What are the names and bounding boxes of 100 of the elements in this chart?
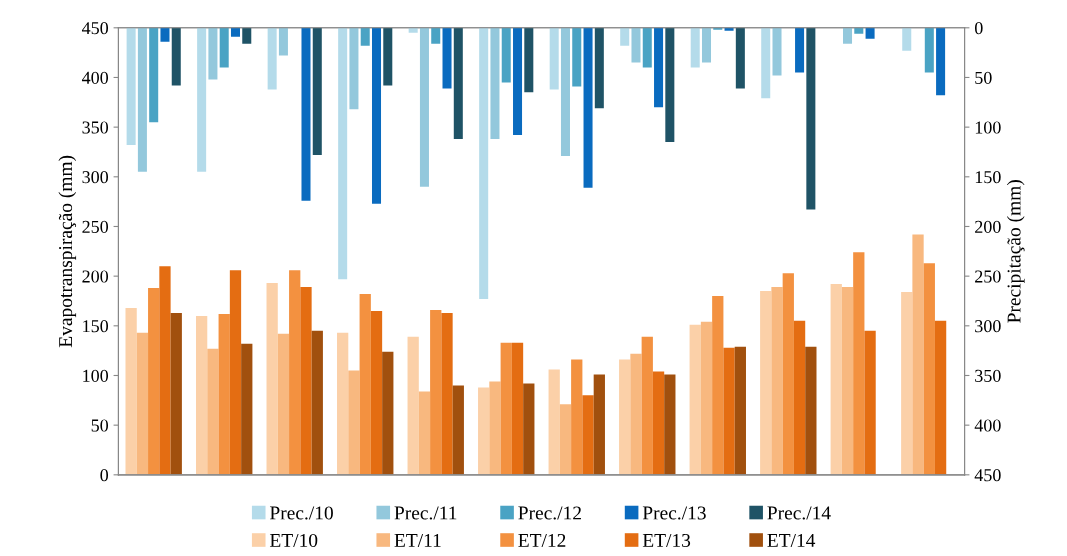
bar <box>418 391 431 475</box>
bar <box>136 332 149 475</box>
y2-tick-label: 50 <box>975 71 992 84</box>
y-tick-label: 50 <box>91 419 109 432</box>
bar <box>865 27 875 39</box>
bar <box>407 336 419 475</box>
bar <box>620 27 630 46</box>
bar <box>408 27 418 33</box>
bar <box>642 27 652 68</box>
bar <box>772 27 782 76</box>
bar <box>548 369 560 475</box>
y2-tick-label: 350 <box>975 369 1001 382</box>
bar <box>936 27 946 96</box>
bar <box>912 234 924 475</box>
y-tick-label: 400 <box>81 71 109 84</box>
bar <box>383 27 393 86</box>
bar <box>489 381 501 475</box>
bar <box>229 270 242 475</box>
bar <box>761 27 771 99</box>
bar <box>924 27 934 73</box>
bar <box>723 347 735 475</box>
y-tick-label: 100 <box>83 369 109 382</box>
bar <box>641 336 653 475</box>
y2-tick-label: 250 <box>975 270 1001 283</box>
bar <box>853 252 865 475</box>
bar <box>631 27 641 63</box>
y-tick-label: 0 <box>100 469 109 482</box>
bar <box>218 313 230 475</box>
bar <box>734 346 746 475</box>
bar <box>419 27 429 187</box>
bar <box>712 296 724 475</box>
y-tick-label: 150 <box>83 320 109 333</box>
y2-tick-label: 450 <box>974 469 1001 482</box>
bar <box>430 309 442 475</box>
bar <box>782 273 794 475</box>
bar <box>665 27 675 143</box>
legend-label: ET/10 <box>269 533 318 548</box>
bar <box>137 27 147 172</box>
bar <box>277 333 290 475</box>
legend-label: ET/11 <box>394 533 441 548</box>
bar <box>349 27 359 110</box>
bar <box>289 270 301 475</box>
y2-tick-label: 300 <box>975 320 1001 333</box>
y-tick-label: 250 <box>82 220 109 233</box>
y-axis-title: Evapotranspiração (mm) <box>58 155 77 348</box>
bar <box>479 27 489 299</box>
bar <box>311 330 323 475</box>
bar <box>197 27 207 172</box>
bar <box>724 27 734 31</box>
bar <box>370 310 383 475</box>
bar <box>843 27 853 44</box>
bar <box>854 27 864 34</box>
bar <box>583 27 593 188</box>
bar <box>735 27 745 89</box>
bar <box>902 27 912 51</box>
bar <box>171 27 181 86</box>
bar <box>208 27 218 80</box>
bar <box>359 294 371 475</box>
bar <box>795 27 805 73</box>
bar <box>431 27 441 44</box>
bar <box>371 27 382 204</box>
bar <box>689 324 701 475</box>
bar <box>793 320 806 475</box>
legend-label: Prec./11 <box>394 506 457 520</box>
bar <box>126 27 136 146</box>
bar <box>382 351 394 475</box>
bar <box>654 27 664 108</box>
bar <box>278 27 288 56</box>
bar <box>513 27 523 136</box>
bar <box>560 27 570 156</box>
bar <box>160 27 170 42</box>
legend-label: ET/13 <box>642 533 691 548</box>
bar <box>619 359 631 475</box>
legend-label: Prec./14 <box>767 506 831 520</box>
bar <box>594 27 604 109</box>
legend-label: Prec./13 <box>642 506 706 520</box>
bar <box>934 320 947 475</box>
y-tick-label: 350 <box>82 121 109 134</box>
y2-axis-title: Precipitação (mm) <box>1006 180 1025 323</box>
legend-label: ET/12 <box>518 533 566 548</box>
bar <box>690 27 700 68</box>
bar <box>901 292 913 475</box>
bar <box>241 343 253 475</box>
bar <box>219 27 229 68</box>
bar <box>348 370 360 475</box>
bar <box>760 291 772 475</box>
bar <box>230 27 240 37</box>
bar <box>806 27 816 210</box>
bar <box>207 348 219 475</box>
bar <box>582 395 594 475</box>
bar <box>301 27 311 201</box>
bar <box>630 353 642 475</box>
bar <box>559 404 572 475</box>
bar <box>652 371 665 475</box>
bar <box>242 27 252 44</box>
bar <box>524 27 534 93</box>
y2-tick-label: 150 <box>975 171 1001 184</box>
bar <box>490 27 500 140</box>
bar <box>300 287 312 475</box>
bar <box>500 342 512 475</box>
